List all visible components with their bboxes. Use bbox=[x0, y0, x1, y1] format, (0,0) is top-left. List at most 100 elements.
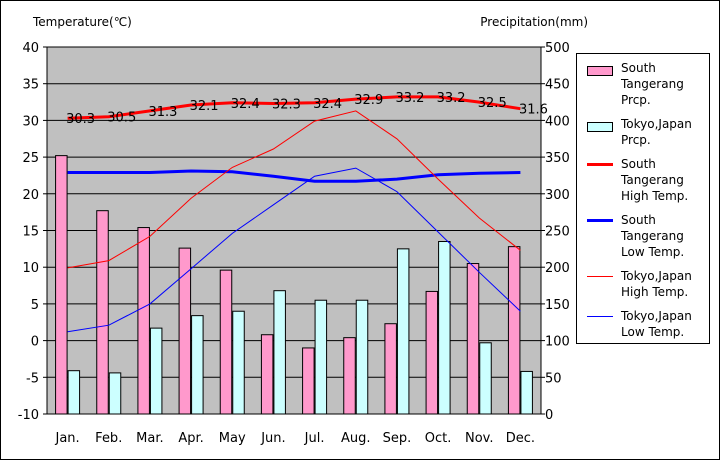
precipitation-bar bbox=[137, 227, 150, 415]
precipitation-bar bbox=[479, 342, 492, 415]
data-label: 31.6 bbox=[519, 103, 548, 118]
legend-label-line: High Temp. bbox=[621, 285, 689, 299]
right-axis-title: Precipitation(mm) bbox=[480, 15, 588, 29]
legend-swatch bbox=[587, 316, 613, 317]
x-tick-label: Jun. bbox=[260, 431, 285, 446]
legend-swatch bbox=[587, 276, 613, 277]
x-tick-label: Apr. bbox=[178, 431, 203, 446]
precipitation-bar bbox=[343, 337, 356, 415]
precipitation-bar bbox=[149, 327, 163, 415]
legend-label-line: Tokyo,Japan bbox=[621, 117, 692, 131]
x-tick-label: Aug. bbox=[341, 431, 371, 446]
right-axis-tick-label: 250 bbox=[545, 225, 570, 240]
right-axis-tick-label: 50 bbox=[545, 371, 562, 386]
legend-label-line: Tokyo,Japan bbox=[621, 309, 692, 323]
data-label: 33.2 bbox=[395, 91, 424, 106]
legend-label-line: South bbox=[621, 213, 656, 227]
precipitation-bar bbox=[260, 334, 274, 415]
data-label: 32.1 bbox=[190, 99, 219, 114]
left-axis-tick-label: 0 bbox=[31, 335, 39, 350]
legend-label-line: High Temp. bbox=[621, 189, 689, 203]
data-label: 30.3 bbox=[66, 112, 95, 127]
precipitation-bar bbox=[191, 315, 204, 415]
right-axis-tick-label: 150 bbox=[545, 298, 570, 313]
x-tick-label: May bbox=[219, 431, 246, 446]
right-axis-tick-label: 300 bbox=[545, 188, 570, 203]
legend-label: South Tangerang High Temp. bbox=[621, 156, 711, 204]
precipitation-bar bbox=[96, 210, 109, 415]
left-axis-title: Temperature(℃) bbox=[32, 15, 132, 29]
right-axis-tick-label: 100 bbox=[545, 335, 570, 350]
left-axis-tick-label: 15 bbox=[22, 225, 39, 240]
chart-legend: South Tangerang Prcp. Tokyo,Japan Prcp. South… bbox=[576, 53, 710, 344]
x-tick-label: Jan. bbox=[54, 431, 79, 446]
precipitation-bar bbox=[302, 347, 315, 415]
legend-label-line: Tokyo,Japan bbox=[621, 269, 692, 283]
right-axis-tick-label: 400 bbox=[545, 114, 570, 129]
legend-label-line: Low Temp. bbox=[621, 245, 685, 259]
x-tick-label: Mar. bbox=[136, 431, 163, 446]
data-label: 32.5 bbox=[478, 96, 507, 111]
legend-label-line: South bbox=[621, 61, 656, 75]
legend-label-line: Prcp. bbox=[621, 133, 651, 147]
x-tick-label: Jul. bbox=[304, 431, 325, 446]
precipitation-bar bbox=[438, 241, 451, 415]
x-tick-label: Feb. bbox=[95, 431, 122, 446]
legend-swatch bbox=[587, 219, 613, 222]
left-axis-tick-label: 20 bbox=[22, 188, 39, 203]
legend-label: Tokyo,Japan Low Temp. bbox=[621, 308, 711, 340]
precipitation-bar bbox=[55, 155, 68, 415]
left-axis-tick-label: 5 bbox=[31, 298, 39, 313]
legend-swatch bbox=[587, 66, 613, 76]
right-axis-tick-label: 0 bbox=[545, 408, 553, 423]
legend-label-line: Tangerang bbox=[621, 77, 684, 91]
precipitation-bar bbox=[67, 370, 81, 415]
left-axis-tick-label: 25 bbox=[22, 151, 39, 166]
temperature-line bbox=[67, 95, 521, 120]
precipitation-bar bbox=[425, 290, 439, 415]
left-axis-tick-label: 30 bbox=[22, 114, 39, 129]
precipitation-bar bbox=[219, 269, 233, 415]
precipitation-bar bbox=[232, 310, 245, 415]
temperature-line bbox=[67, 169, 521, 183]
precipitation-bar bbox=[108, 372, 122, 415]
right-axis-tick-label: 450 bbox=[545, 78, 570, 93]
precipitation-bar bbox=[396, 248, 410, 415]
x-tick-label: Oct. bbox=[425, 431, 452, 446]
precipitation-bar bbox=[314, 299, 328, 415]
data-label: 33.2 bbox=[437, 91, 466, 106]
precipitation-bar bbox=[273, 290, 286, 415]
x-tick-label: Nov. bbox=[465, 431, 494, 446]
precipitation-bar bbox=[507, 246, 521, 415]
legend-label: Tokyo,Japan Prcp. bbox=[621, 116, 711, 148]
x-tick-label: Sep. bbox=[383, 431, 412, 446]
data-label: 30.5 bbox=[107, 111, 136, 126]
left-axis-tick-label: -5 bbox=[26, 371, 39, 386]
precipitation-bar bbox=[355, 299, 369, 415]
data-label: 32.4 bbox=[231, 97, 260, 112]
temperature-line bbox=[67, 110, 521, 269]
legend-label-line: Tangerang bbox=[621, 229, 684, 243]
precipitation-bar bbox=[178, 247, 192, 415]
legend-swatch bbox=[587, 163, 613, 166]
left-axis-tick-label: -10 bbox=[18, 408, 39, 423]
legend-swatch bbox=[587, 122, 613, 132]
legend-label-line: Low Temp. bbox=[621, 325, 685, 339]
data-label: 31.3 bbox=[148, 105, 177, 120]
data-label: 32.4 bbox=[313, 97, 342, 112]
legend-label: South Tangerang Low Temp. bbox=[621, 212, 711, 260]
right-axis-tick-label: 500 bbox=[545, 41, 570, 56]
legend-label-line: Tangerang bbox=[621, 173, 684, 187]
left-axis-tick-label: 40 bbox=[22, 41, 39, 56]
precipitation-bar bbox=[520, 370, 533, 415]
legend-label-line: Prcp. bbox=[621, 93, 651, 107]
left-axis-tick-label: 35 bbox=[22, 78, 39, 93]
data-label: 32.9 bbox=[354, 93, 383, 108]
right-axis-tick-label: 350 bbox=[545, 151, 570, 166]
legend-label: South Tangerang Prcp. bbox=[621, 60, 711, 108]
x-tick-label: Dec. bbox=[506, 431, 535, 446]
left-axis-tick-label: 10 bbox=[22, 261, 39, 276]
temperature-line bbox=[67, 167, 521, 333]
right-axis-tick-label: 200 bbox=[545, 261, 570, 276]
